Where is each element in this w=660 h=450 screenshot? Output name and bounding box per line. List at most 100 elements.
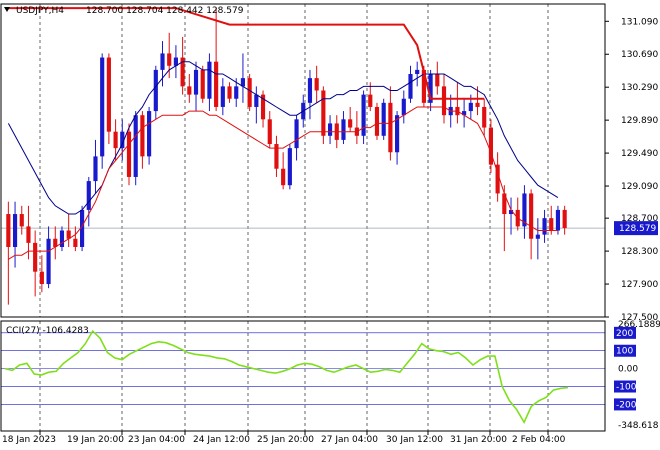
candle-body [435,74,440,87]
candle-body [180,57,185,87]
candle [12,201,18,268]
candle-body [133,115,138,177]
candle-body [247,78,252,107]
candle-body [287,148,292,186]
cci-tick-label: 200 [616,329,633,339]
candle-body [220,86,225,107]
cci-tick-label: 0.00 [618,365,638,375]
candle-body [254,94,259,107]
cci-tick-label: 266.1889 [618,320,660,330]
candle-body [260,94,266,120]
cci-tick-label: 100 [616,347,633,357]
candle-body [495,164,500,194]
candle-body [167,53,172,66]
time-tick-label: 30 Jan 12:00 [386,435,443,445]
candle [220,78,225,116]
candle [53,226,58,260]
candle [39,255,44,293]
price-tick-label: 130.290 [621,83,658,93]
cci-line [4,329,569,425]
candle [79,205,85,252]
candle [26,205,31,260]
candle-body [368,94,373,107]
candle [234,78,239,107]
candle [314,65,319,103]
candle-body [462,111,467,116]
candle [227,82,232,103]
candle [153,65,158,120]
fast-moving-average-line [7,61,559,215]
candle [542,209,547,243]
candle [562,205,567,235]
candle-body [140,115,145,157]
candle-body [66,230,71,239]
candle-body [562,209,567,229]
candle-body [26,226,31,243]
candle [267,111,272,149]
candle-body [475,102,480,107]
chart-frame [0,3,606,432]
candle-body [93,156,98,182]
cci-tick-label: -200 [616,400,637,410]
cci-panel-border [0,320,606,432]
candle [361,90,366,145]
ohlc-readout: 128.700 128.704 128.442 128.579 [86,6,244,16]
price-tick-label: 128.300 [621,247,658,257]
candle-body [267,119,272,145]
candle-body [401,98,406,116]
candle [6,201,11,305]
candle-body [147,111,152,157]
candle [428,69,433,112]
collapse-triangle-icon[interactable] [4,7,10,12]
candle [502,185,507,252]
candle [147,106,152,165]
candle [126,123,132,186]
candle-body [39,271,44,285]
candle-body [173,57,178,66]
candle-body [106,57,111,132]
candle [374,102,380,140]
candle-body [73,238,78,247]
candle [522,185,527,239]
candle [321,86,326,145]
candle [294,115,299,161]
price-tick-label: 129.490 [621,149,658,159]
candle [113,119,118,161]
candle-body [33,242,38,272]
price-tick-label: 127.900 [621,280,658,290]
time-tick-label: 2 Feb 04:00 [512,435,566,445]
candle [508,197,514,235]
candle [66,214,71,247]
candle [260,90,266,128]
candle [401,90,406,124]
candle [348,106,353,132]
candle-body [508,209,514,215]
cci-tick-label: -348.618 [618,421,659,431]
candle-body [502,193,507,215]
candle-body [381,102,386,136]
candle [200,65,205,103]
cci-level-badge [614,380,636,393]
cci-level-badge [614,344,636,357]
cci-panel [4,329,569,425]
candle-body [274,144,279,169]
candle-body [535,234,540,239]
candle-body [193,69,199,95]
candle-body [374,106,380,136]
candle [327,115,333,145]
candle-body [160,53,165,70]
candle [549,205,554,235]
candle [193,61,199,112]
candle-body [395,115,400,153]
candle-body [126,131,132,177]
price-tick-label: 129.090 [621,182,658,192]
candle [106,53,111,145]
price-tick-label: 129.890 [621,116,658,126]
time-tick-label: 19 Jan 20:00 [67,435,124,445]
slow-moving-average-line [8,106,558,260]
candle-body [46,238,51,285]
candle-body [307,78,313,103]
candle-body [428,74,433,103]
